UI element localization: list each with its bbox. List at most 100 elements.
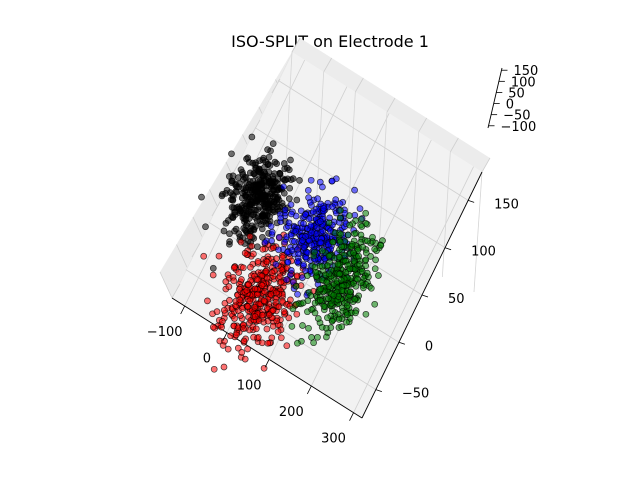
scatter-point (306, 198, 314, 206)
scatter-point (232, 187, 240, 195)
scatter-point (314, 195, 321, 202)
x-tick-mark (222, 332, 228, 341)
scatter-point (317, 285, 324, 293)
z-tick-label: −50 (503, 109, 530, 124)
scatter-point (250, 333, 257, 341)
scatter-point (334, 260, 342, 268)
scatter-point (226, 238, 233, 245)
scatter-point (293, 300, 300, 308)
scatter-point (332, 196, 340, 203)
scatter-point (267, 198, 274, 205)
scatter-point (265, 207, 273, 214)
scatter-point (283, 276, 290, 284)
scatter-point (300, 243, 308, 251)
scatter-point (254, 193, 262, 200)
scatter-point (260, 297, 268, 304)
scatter-point (292, 282, 300, 290)
scatter-point (246, 297, 254, 305)
x-tick-label: 300 (321, 432, 346, 447)
scatter-point (238, 349, 246, 356)
scatter-point (313, 224, 321, 232)
scatter-point (236, 233, 244, 241)
scatter-point (357, 231, 365, 239)
scatter-point (323, 278, 331, 286)
scatter-point (287, 296, 294, 304)
scatter-point (243, 211, 251, 219)
grid-line-side (225, 161, 233, 176)
scatter-point (251, 303, 259, 311)
x-tick-label: 100 (237, 378, 262, 393)
y-tick-mark (468, 200, 475, 203)
scatter-point (283, 342, 291, 350)
x-tick-mark (306, 385, 312, 395)
scatter-point (371, 300, 379, 308)
scatter-point (220, 363, 228, 371)
scatter-point (264, 160, 272, 168)
scatter-point (239, 325, 247, 332)
scatter-point (305, 215, 313, 223)
grid-line-wall (271, 78, 281, 94)
x-tick-mark (349, 412, 354, 421)
scatter-point (318, 323, 326, 331)
grid-line-wall (449, 137, 459, 153)
scatter-point (338, 323, 346, 331)
z-tick-label: 150 (513, 64, 538, 79)
y-tick-mark (375, 389, 382, 392)
scatter-point (251, 313, 259, 320)
scatter-point (295, 250, 302, 258)
scatter-point (297, 207, 305, 215)
scatter-point (320, 204, 327, 212)
scatter-point (268, 237, 275, 245)
scatter-point (356, 205, 364, 212)
y-tick-mark (421, 294, 429, 298)
scatter-point (250, 226, 258, 234)
scatter-point (348, 240, 356, 248)
scatter-point (215, 252, 223, 260)
scatter-point (362, 209, 370, 217)
scatter-point (371, 245, 379, 253)
scatter-point (269, 140, 277, 147)
scatter-point (346, 221, 354, 229)
scatter-point (300, 261, 307, 269)
grid-line-y (277, 80, 469, 201)
scatter-point (241, 249, 249, 257)
scatter-point (324, 314, 331, 322)
scatter-point (275, 246, 282, 254)
scatter-point (275, 303, 283, 311)
scatter-point (325, 270, 333, 278)
scatter-point (272, 298, 280, 306)
x-tick-mark (264, 359, 270, 368)
scatter-point (307, 292, 315, 299)
scatter-point (311, 309, 319, 317)
scatter-point (273, 317, 281, 325)
scatter-point (232, 331, 240, 339)
scatter-point (316, 297, 324, 304)
scatter-point (320, 303, 328, 310)
scatter-point (254, 291, 261, 298)
scatter-point (236, 296, 244, 304)
scatter-point (358, 223, 366, 230)
grid-line-wall (191, 242, 201, 258)
y-tick-label: 50 (448, 292, 465, 307)
scatter-point (319, 247, 326, 255)
scatter-point (363, 269, 371, 277)
x-tick-label: −100 (147, 325, 183, 340)
scatter-point (258, 184, 266, 192)
scatter-point (267, 284, 274, 292)
scatter-point (289, 175, 297, 182)
scatter-point (209, 323, 217, 331)
scatter-point (225, 173, 233, 180)
scatter-point (239, 264, 247, 272)
scatter-point (293, 196, 301, 204)
scatter-point (289, 305, 297, 313)
scatter-point (362, 310, 370, 318)
scatter-point (343, 318, 350, 326)
grid-line-back (473, 171, 483, 293)
scatter-point (248, 133, 256, 141)
scatter-point (219, 318, 226, 325)
scatter-point (253, 276, 261, 283)
scatter-point (235, 285, 243, 293)
scatter-point (338, 287, 346, 294)
scatter-point (224, 345, 232, 353)
scatter-point (351, 230, 358, 237)
